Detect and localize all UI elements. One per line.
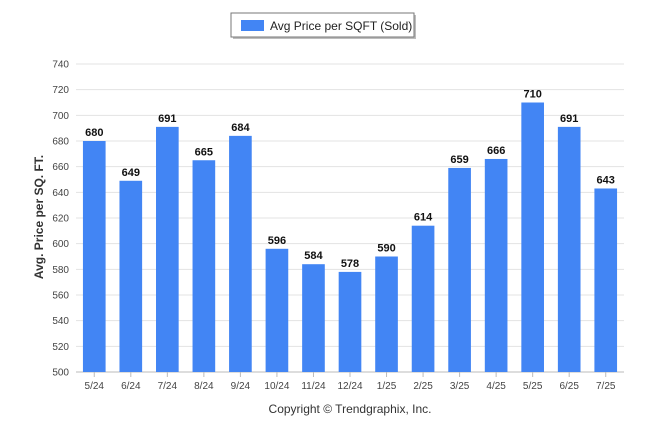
bar bbox=[557, 126, 581, 372]
y-tick-label: 680 bbox=[52, 137, 69, 148]
data-label: 680 bbox=[85, 127, 103, 139]
y-tick-label: 720 bbox=[52, 85, 69, 96]
bar bbox=[521, 102, 544, 372]
y-tick-label: 700 bbox=[52, 111, 69, 122]
x-tick-label: 1/25 bbox=[377, 381, 397, 392]
x-tick-label: 6/24 bbox=[121, 381, 141, 392]
y-tick-label: 740 bbox=[52, 60, 69, 71]
data-label: 691 bbox=[560, 113, 578, 125]
bar bbox=[229, 135, 252, 372]
bar bbox=[265, 248, 289, 372]
legend-swatch bbox=[241, 20, 264, 31]
data-label: 643 bbox=[597, 174, 615, 186]
data-label: 614 bbox=[414, 212, 433, 224]
x-tick-label: 2/25 bbox=[413, 381, 433, 392]
x-tick-label: 7/24 bbox=[158, 381, 178, 392]
x-tick-label: 3/25 bbox=[450, 381, 470, 392]
y-axis-label: Avg. Price per SQ. FT. bbox=[32, 155, 46, 279]
x-tick-label: 12/24 bbox=[337, 381, 362, 392]
bar bbox=[338, 271, 362, 372]
x-tick-label: 4/25 bbox=[486, 381, 506, 392]
y-tick-label: 620 bbox=[52, 214, 69, 225]
data-label: 665 bbox=[195, 146, 213, 158]
x-tick-label: 8/24 bbox=[194, 381, 214, 392]
bar bbox=[302, 264, 325, 372]
bar bbox=[594, 188, 618, 372]
y-tick-label: 500 bbox=[52, 368, 69, 379]
bar bbox=[82, 141, 106, 372]
x-tick-label: 9/24 bbox=[231, 381, 251, 392]
legend-series-name: Avg Price per SQFT (Sold) bbox=[270, 19, 412, 33]
y-tick-label: 600 bbox=[52, 239, 69, 250]
y-tick-label: 540 bbox=[52, 316, 69, 327]
bars bbox=[82, 102, 618, 372]
y-tick-label: 560 bbox=[52, 291, 69, 302]
bar bbox=[192, 160, 216, 372]
x-tick-label: 5/25 bbox=[523, 381, 543, 392]
bar bbox=[411, 225, 435, 372]
bar bbox=[448, 167, 471, 372]
x-tick-label: 5/24 bbox=[85, 381, 105, 392]
y-tick-label: 520 bbox=[52, 342, 69, 353]
data-label: 649 bbox=[122, 167, 140, 179]
bar bbox=[156, 126, 179, 372]
data-label: 596 bbox=[268, 235, 286, 247]
bar bbox=[484, 158, 508, 372]
y-axis-ticks: 500 520 540 560 580 600 620 640 660 680 700 720 740 bbox=[52, 60, 69, 379]
y-tick-label: 580 bbox=[52, 265, 69, 276]
data-label: 666 bbox=[487, 145, 505, 157]
y-tick-label: 640 bbox=[52, 188, 69, 199]
x-tick-label: 11/24 bbox=[301, 381, 326, 392]
x-axis-ticks: 5/24 6/24 7/24 8/24 9/24 10/24 11/24 12/24 1/25 2… bbox=[85, 372, 616, 392]
x-tick-label: 10/24 bbox=[264, 381, 289, 392]
data-label: 659 bbox=[450, 154, 468, 166]
bar bbox=[375, 256, 398, 372]
y-tick-label: 660 bbox=[52, 162, 69, 173]
data-label: 710 bbox=[523, 89, 541, 101]
legend: Avg Price per SQFT (Sold) bbox=[230, 12, 416, 39]
copyright-text: Copyright © Trendgraphix, Inc. bbox=[269, 402, 432, 416]
x-tick-label: 6/25 bbox=[559, 381, 579, 392]
data-label: 684 bbox=[231, 122, 250, 134]
data-label: 590 bbox=[377, 243, 395, 255]
data-label: 691 bbox=[158, 113, 176, 125]
data-label: 578 bbox=[341, 258, 359, 270]
bar bbox=[119, 180, 143, 372]
x-tick-label: 7/25 bbox=[596, 381, 616, 392]
data-label: 584 bbox=[304, 250, 323, 262]
data-labels: 680 649 691 665 684 596 584 578 590 614 659 666 710 6… bbox=[85, 89, 615, 270]
